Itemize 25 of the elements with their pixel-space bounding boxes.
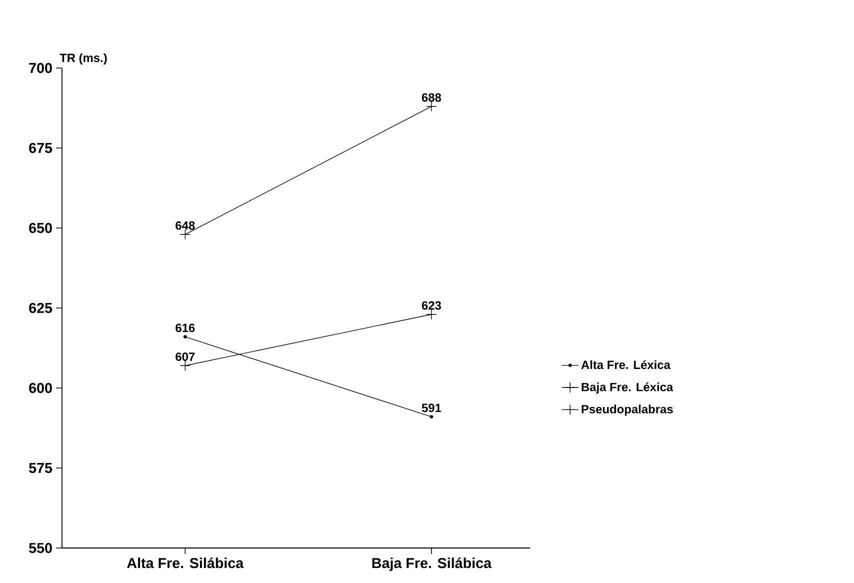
legend-label: Alta Fre. Léxica (581, 360, 671, 370)
data-label: 591 (422, 404, 442, 412)
data-label: 648 (176, 221, 195, 230)
point (184, 335, 187, 338)
point (430, 415, 434, 418)
y-axis-title: TR (ms.) (60, 53, 107, 64)
x-tick-label: Alta Fre. Silábica (127, 558, 244, 568)
data-label: 688 (422, 93, 442, 102)
data-label: 623 (422, 301, 442, 310)
legend-label: Pseudopalabras (582, 404, 673, 416)
point (426, 309, 437, 320)
x-tick-label: Baja Fre. Silábica (372, 558, 492, 572)
point (180, 229, 190, 240)
legend-label: Baja Fre. Léxica (582, 382, 674, 394)
y-tick-label: 550 (29, 542, 52, 554)
y-tick-label: 575 (29, 462, 52, 474)
data-label: 616 (176, 324, 195, 332)
y-tick-label: 700 (29, 62, 52, 74)
y-tick-label: 650 (29, 222, 52, 234)
y-tick-label: 625 (29, 302, 52, 314)
point (426, 101, 437, 112)
y-tick-label: 600 (29, 382, 52, 394)
point (180, 360, 190, 371)
y-tick-label: 675 (29, 142, 52, 154)
data-label: 607 (176, 352, 195, 361)
